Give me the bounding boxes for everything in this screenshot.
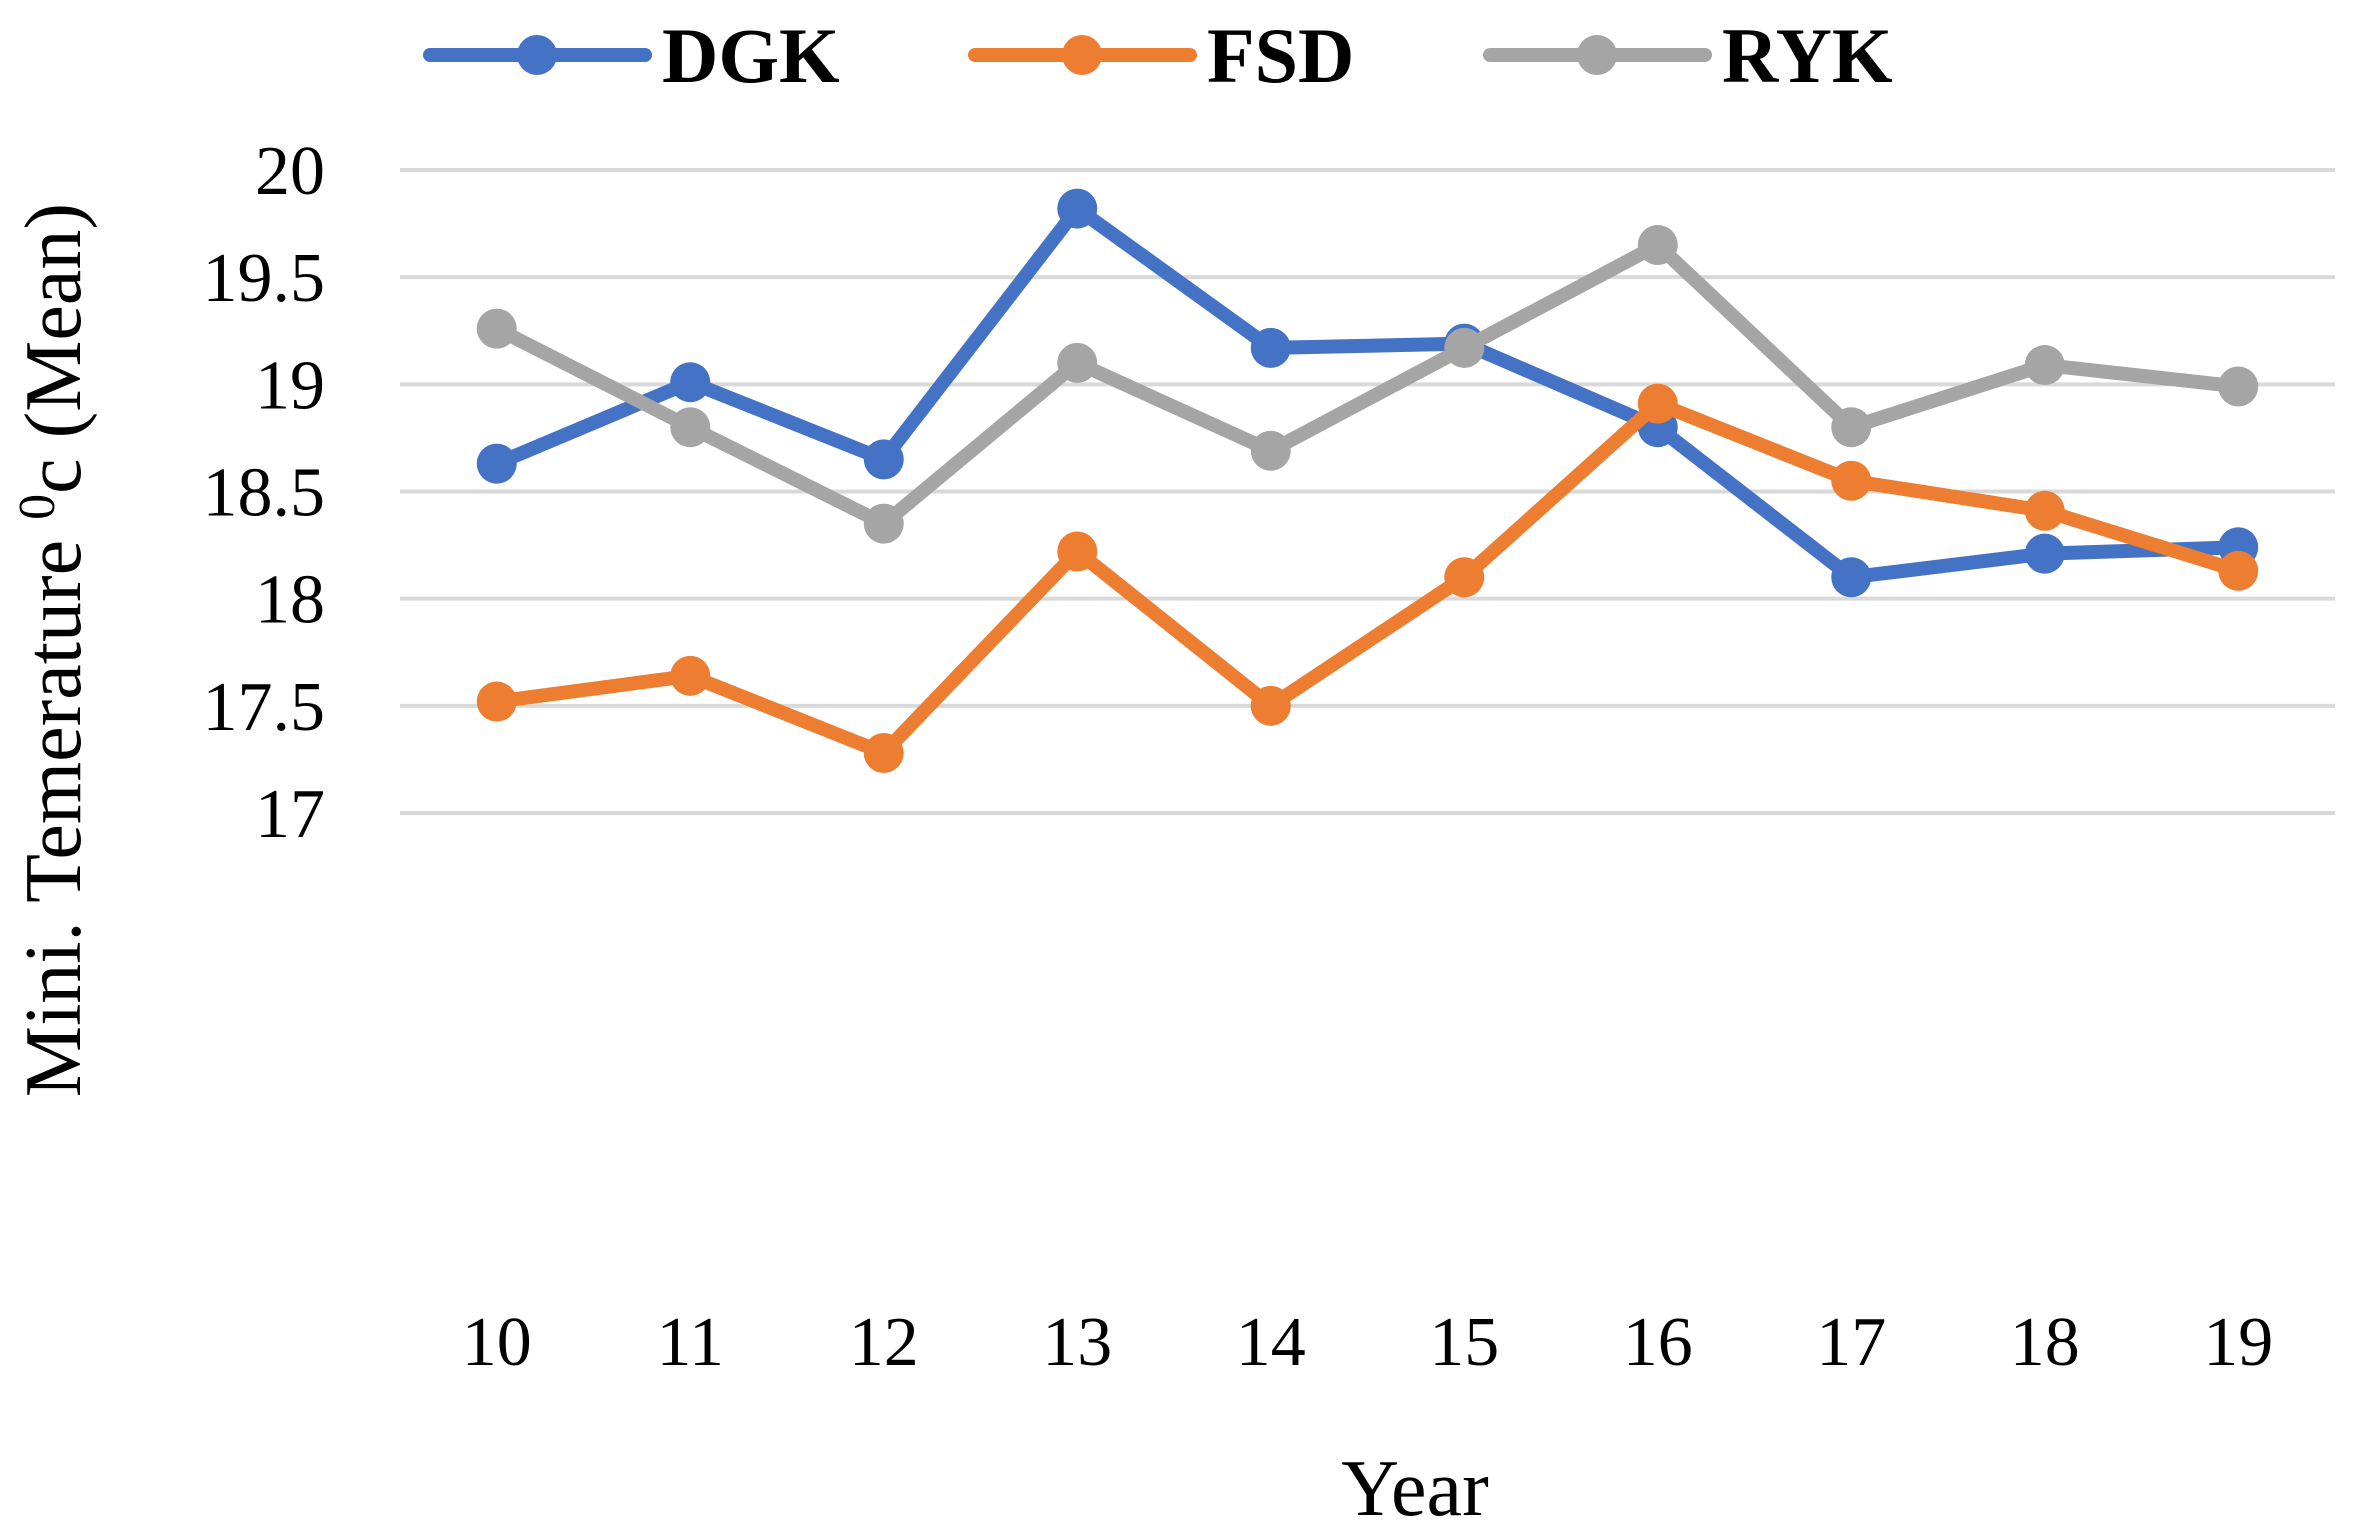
y-axis-title-superscript: 0: [9, 494, 66, 520]
x-axis-title: Year: [1341, 1445, 1488, 1533]
y-tick-label: 18: [255, 562, 325, 639]
y-axis-ticks: 17 17.5 18 18.5 19 19.5 20: [203, 133, 326, 853]
data-point-dgk: [863, 439, 904, 480]
legend-item-ryk: RYK: [1483, 12, 1893, 99]
series-line-ryk: [489, 238, 2246, 531]
data-point-ryk: [1637, 225, 1678, 266]
data-point-dgk: [670, 362, 711, 403]
data-point-ryk: [2024, 345, 2065, 386]
data-point-fsd: [863, 732, 904, 773]
y-tick-label: 17.5: [203, 669, 326, 746]
y-tick-label: 18.5: [203, 455, 326, 532]
legend-marker: [1062, 35, 1102, 75]
data-point-fsd: [1444, 557, 1485, 598]
legend-label: RYK: [1722, 12, 1893, 99]
data-point-fsd: [1057, 531, 1098, 572]
y-tick-label: 20: [255, 133, 325, 210]
x-tick-label: 17: [1816, 1304, 1886, 1381]
series-fsd: [476, 383, 2259, 773]
x-tick-label: 18: [2010, 1304, 2080, 1381]
data-point-fsd: [2218, 550, 2259, 591]
x-tick-label: 14: [1236, 1304, 1306, 1381]
y-tick-label: 19: [255, 347, 325, 424]
x-tick-label: 11: [657, 1304, 724, 1381]
x-tick-label: 12: [849, 1304, 919, 1381]
gridlines: [400, 168, 2335, 815]
x-tick-label: 10: [462, 1304, 532, 1381]
legend-label: FSD: [1207, 12, 1354, 99]
x-tick-label: 19: [2203, 1304, 2273, 1381]
data-point-fsd: [670, 655, 711, 696]
data-point-dgk: [1057, 188, 1098, 229]
legend-label: DGK: [662, 12, 840, 99]
series-layer: [476, 188, 2259, 773]
data-point-dgk: [1831, 557, 1872, 598]
y-tick-label: 17: [255, 776, 325, 853]
data-point-ryk: [1444, 327, 1485, 368]
data-point-ryk: [1831, 407, 1872, 448]
series-ryk: [476, 225, 2259, 544]
data-point-dgk: [2024, 533, 2065, 574]
x-tick-label: 13: [1042, 1304, 1112, 1381]
data-point-ryk: [863, 503, 904, 544]
data-point-dgk: [1250, 327, 1291, 368]
data-point-ryk: [670, 407, 711, 448]
data-point-fsd: [476, 681, 517, 722]
data-point-ryk: [2218, 366, 2259, 407]
data-point-fsd: [1250, 685, 1291, 726]
data-point-ryk: [1057, 342, 1098, 383]
legend: DGK FSD RYK: [423, 12, 1893, 99]
x-tick-label: 15: [1429, 1304, 1499, 1381]
series-line-fsd: [489, 396, 2246, 760]
data-point-fsd: [1831, 460, 1872, 501]
y-tick-label: 19.5: [203, 240, 326, 317]
data-point-ryk: [476, 308, 517, 349]
y-axis-title: Mini. Temerature 0c (Mean): [9, 203, 98, 1097]
y-axis-title-prefix: Mini. Temerature: [10, 520, 98, 1097]
legend-marker: [1577, 35, 1617, 75]
data-point-fsd: [2024, 490, 2065, 531]
x-tick-label: 16: [1623, 1304, 1693, 1381]
legend-item-dgk: DGK: [423, 12, 840, 99]
series-line-dgk: [489, 201, 2246, 585]
y-axis-title-suffix: c (Mean): [10, 203, 98, 494]
data-point-fsd: [1637, 383, 1678, 424]
legend-item-fsd: FSD: [968, 12, 1354, 99]
x-axis-ticks: 10 11 12 13 14 15 16 17 18 19: [462, 1304, 2274, 1381]
data-point-ryk: [1250, 430, 1291, 471]
legend-marker: [517, 35, 557, 75]
data-point-dgk: [476, 443, 517, 484]
